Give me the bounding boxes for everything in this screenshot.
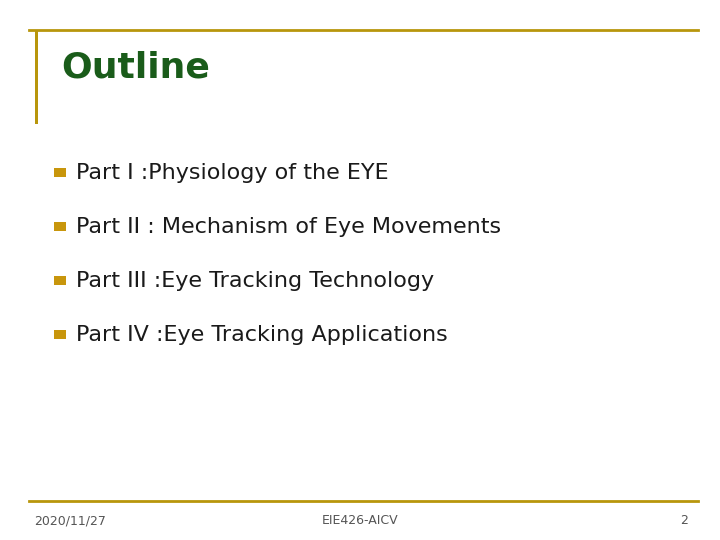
- Text: EIE426-AICV: EIE426-AICV: [322, 514, 398, 527]
- Text: Part I :Physiology of the EYE: Part I :Physiology of the EYE: [76, 163, 388, 183]
- FancyBboxPatch shape: [35, 30, 38, 124]
- Text: 2: 2: [680, 514, 688, 527]
- Text: 2020/11/27: 2020/11/27: [35, 514, 107, 527]
- FancyBboxPatch shape: [54, 330, 66, 339]
- FancyBboxPatch shape: [54, 276, 66, 285]
- FancyBboxPatch shape: [54, 168, 66, 177]
- Text: Part IV :Eye Tracking Applications: Part IV :Eye Tracking Applications: [76, 325, 447, 345]
- FancyBboxPatch shape: [54, 222, 66, 231]
- Text: Part III :Eye Tracking Technology: Part III :Eye Tracking Technology: [76, 271, 433, 291]
- Text: Outline: Outline: [61, 51, 210, 84]
- Text: Part II : Mechanism of Eye Movements: Part II : Mechanism of Eye Movements: [76, 217, 500, 237]
